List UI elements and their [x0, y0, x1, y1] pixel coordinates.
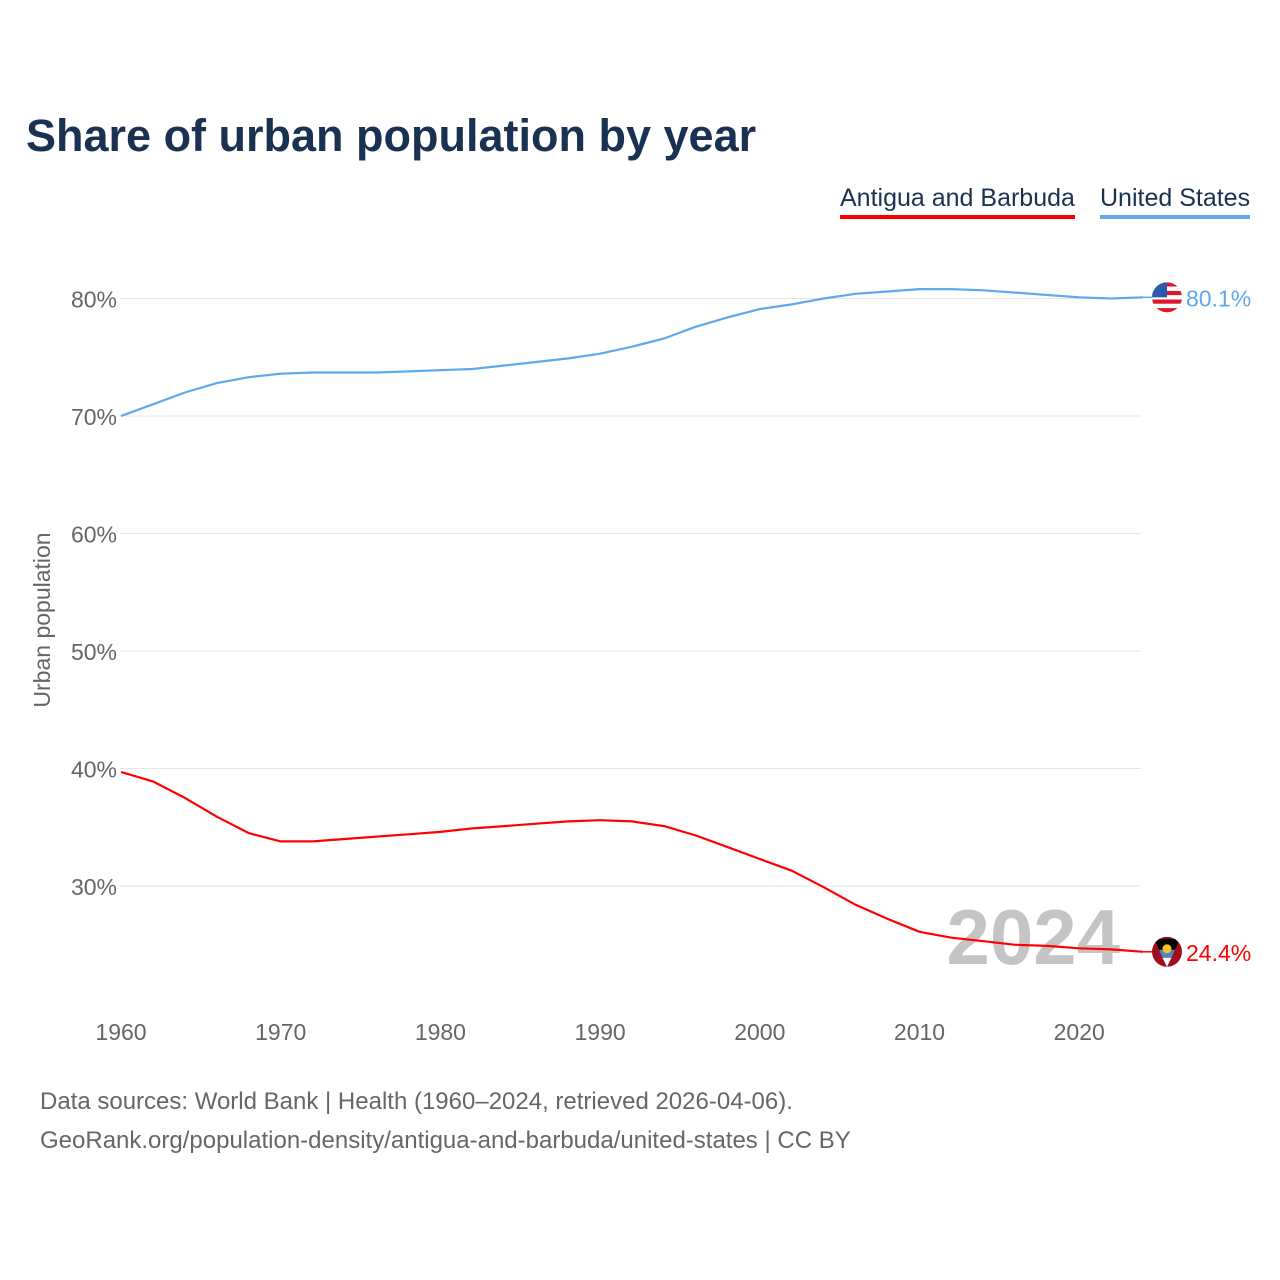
legend-antigua-and-barbuda[interactable]: Antigua and Barbuda	[840, 184, 1075, 219]
antigua-flag-icon	[1152, 936, 1182, 967]
legend-united-states[interactable]: United States	[1100, 184, 1251, 219]
y-tick-label: 30%	[71, 874, 117, 900]
flag-sun	[1162, 944, 1172, 954]
x-tick-label: 2010	[894, 1019, 945, 1045]
flag-stripe	[1152, 299, 1182, 304]
end-value-label: 24.4%	[1186, 940, 1251, 966]
flag-stripe	[1152, 308, 1182, 313]
x-tick-label: 1960	[95, 1019, 146, 1045]
flag-body	[1152, 936, 1182, 967]
series-line-united-states	[120, 288, 1144, 418]
flag-body	[1152, 282, 1182, 313]
source-text: Data sources: World Bank | Health (1960–…	[40, 1088, 793, 1115]
x-tick-label: 2000	[734, 1019, 785, 1045]
y-tick-label: 70%	[71, 404, 117, 430]
flag-blue	[1159, 949, 1175, 958]
x-tick-label: 1990	[575, 1019, 626, 1045]
x-tick-label: 2020	[1054, 1019, 1105, 1045]
y-tick-label: 60%	[71, 522, 117, 548]
y-axis-label: Urban population	[29, 532, 55, 707]
x-tick-label: 1970	[255, 1019, 306, 1045]
flag-stripe	[1152, 303, 1182, 309]
flag-canton	[1152, 282, 1167, 298]
usa-flag-icon	[1152, 282, 1182, 313]
chart-title: Share of urban population by year	[26, 110, 757, 161]
y-tick-label: 80%	[71, 287, 117, 313]
series-line-antigua-and-barbuda	[120, 770, 1144, 953]
end-value-label: 80.1%	[1186, 285, 1251, 311]
flag-stripe	[1152, 295, 1182, 300]
x-tick-label: 1980	[415, 1019, 466, 1045]
y-tick-label: 50%	[71, 639, 117, 665]
source-link-text[interactable]: GeoRank.org/population-density/antigua-a…	[40, 1127, 851, 1154]
y-tick-label: 40%	[71, 757, 117, 783]
flag-white	[1162, 957, 1172, 967]
year-watermark: 2024	[946, 893, 1120, 981]
